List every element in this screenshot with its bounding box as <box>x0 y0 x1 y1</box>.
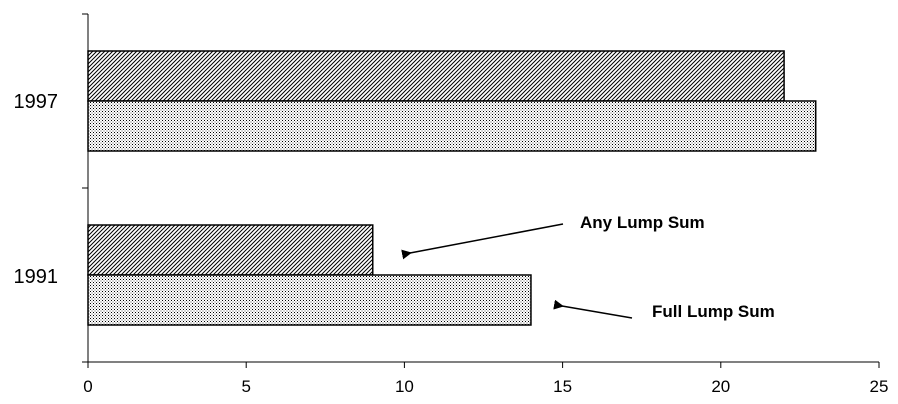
annotations: Any Lump Sum Full Lump Sum <box>401 213 775 321</box>
x-tick-label-10: 10 <box>395 377 414 396</box>
x-tick-label-20: 20 <box>711 377 730 396</box>
annotation-any-lump-sum: Any Lump Sum <box>580 213 705 232</box>
annotation-full-lump-sum: Full Lump Sum <box>652 302 775 321</box>
axes: 0 5 10 15 20 25 <box>82 13 888 396</box>
category-label-1997: 1997 <box>14 91 59 113</box>
y-ticks <box>82 13 88 363</box>
annotation-arrow-any-lump-sum <box>401 223 564 260</box>
bar-1997-any-lump-sum <box>87 50 785 102</box>
x-tick-label-5: 5 <box>241 377 250 396</box>
bar-1991-full-lump-sum <box>87 274 532 326</box>
bars <box>87 50 817 326</box>
x-tick-label-15: 15 <box>553 377 572 396</box>
annotation-arrow-full-lump-sum <box>553 299 633 319</box>
bar-1997-full-lump-sum <box>87 100 817 152</box>
x-tick-label-0: 0 <box>83 377 92 396</box>
category-labels: 1991 1997 <box>14 91 59 288</box>
x-ticks: 0 5 10 15 20 25 <box>83 362 888 396</box>
bar-1991-any-lump-sum <box>87 224 374 276</box>
category-label-1991: 1991 <box>14 266 59 288</box>
x-tick-label-25: 25 <box>870 377 889 396</box>
